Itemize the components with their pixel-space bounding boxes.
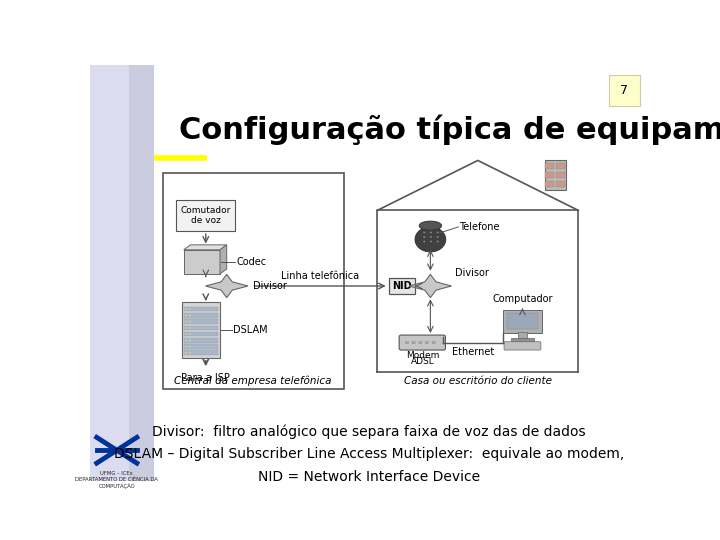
Circle shape: [185, 308, 187, 310]
Circle shape: [189, 346, 191, 348]
Bar: [90, 65, 154, 481]
Bar: [184, 344, 217, 349]
Ellipse shape: [415, 227, 446, 252]
Text: Central da empresa telefônica: Central da empresa telefônica: [174, 375, 332, 386]
Circle shape: [423, 236, 426, 238]
Text: Para a ISP: Para a ISP: [181, 373, 230, 383]
Circle shape: [423, 232, 426, 233]
Circle shape: [189, 327, 191, 329]
Text: NID: NID: [392, 281, 412, 291]
Bar: [184, 338, 217, 342]
Text: Telefone: Telefone: [459, 222, 500, 232]
Bar: [545, 160, 566, 190]
Polygon shape: [220, 245, 227, 274]
Circle shape: [436, 232, 438, 233]
Bar: [90, 65, 129, 481]
Ellipse shape: [419, 221, 441, 230]
Text: 7: 7: [620, 84, 628, 97]
Text: Linha telefônica: Linha telefônica: [281, 271, 359, 281]
Text: Ethernet: Ethernet: [452, 347, 495, 357]
Circle shape: [418, 341, 422, 344]
Bar: [556, 172, 565, 178]
Bar: [182, 302, 220, 358]
Bar: [184, 307, 217, 312]
Bar: [556, 181, 565, 187]
Circle shape: [189, 352, 191, 354]
Text: NID = Network Interface Device: NID = Network Interface Device: [258, 470, 480, 484]
Circle shape: [430, 232, 432, 233]
Circle shape: [185, 346, 187, 348]
Bar: [184, 313, 217, 318]
Circle shape: [185, 315, 187, 316]
Bar: [176, 200, 235, 231]
Circle shape: [412, 341, 415, 344]
Circle shape: [185, 352, 187, 354]
Text: UFMG – ICEx
DEPARTAMENTO DE CIÊNCIA DA
COMPUTAÇÃO: UFMG – ICEx DEPARTAMENTO DE CIÊNCIA DA C…: [76, 471, 158, 489]
Text: Divisor: Divisor: [456, 268, 490, 278]
Bar: [389, 278, 415, 294]
Circle shape: [426, 341, 428, 344]
Bar: [503, 310, 542, 333]
Text: DSLAM – Digital Subscriber Line Access Multiplexer:  equivale ao modem,: DSLAM – Digital Subscriber Line Access M…: [114, 447, 624, 461]
Bar: [545, 172, 554, 178]
FancyBboxPatch shape: [399, 335, 446, 350]
Text: Codec: Codec: [236, 257, 266, 267]
Circle shape: [189, 308, 191, 310]
Circle shape: [185, 327, 187, 329]
Circle shape: [185, 333, 187, 335]
Circle shape: [189, 333, 191, 335]
Bar: [184, 350, 217, 355]
Polygon shape: [205, 274, 248, 298]
Circle shape: [430, 241, 432, 242]
Circle shape: [189, 321, 191, 322]
Bar: [518, 332, 527, 339]
Circle shape: [185, 340, 187, 341]
Text: Modem: Modem: [406, 351, 439, 360]
Bar: [511, 338, 534, 342]
Polygon shape: [409, 274, 451, 298]
Bar: [556, 163, 565, 169]
Circle shape: [430, 236, 432, 238]
Circle shape: [185, 321, 187, 322]
Text: Configuração típica de equipamento ADSL.: Configuração típica de equipamento ADSL.: [179, 114, 720, 145]
Bar: [163, 173, 344, 389]
Bar: [507, 313, 538, 329]
Bar: [184, 319, 217, 324]
Text: DSLAM: DSLAM: [233, 325, 268, 335]
Polygon shape: [184, 245, 227, 250]
FancyBboxPatch shape: [504, 342, 541, 350]
Text: Divisor: Divisor: [253, 281, 287, 291]
Text: Comutador
de voz: Comutador de voz: [181, 206, 231, 225]
Bar: [545, 181, 554, 187]
Bar: [609, 75, 639, 106]
Circle shape: [436, 236, 438, 238]
Circle shape: [189, 340, 191, 341]
Bar: [184, 332, 217, 336]
Text: Casa ou escritório do cliente: Casa ou escritório do cliente: [404, 376, 552, 386]
Circle shape: [405, 341, 409, 344]
Circle shape: [423, 241, 426, 242]
Bar: [545, 163, 554, 169]
Circle shape: [189, 315, 191, 316]
Circle shape: [436, 241, 438, 242]
Bar: [184, 250, 220, 274]
Text: Divisor:  filtro analógico que separa faixa de voz das de dados: Divisor: filtro analógico que separa fai…: [152, 424, 586, 439]
Bar: [184, 326, 217, 330]
Circle shape: [432, 341, 436, 344]
Text: Computador: Computador: [492, 294, 553, 304]
Text: ADSL: ADSL: [410, 357, 434, 366]
